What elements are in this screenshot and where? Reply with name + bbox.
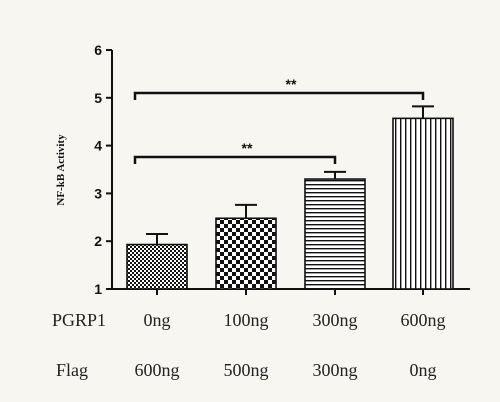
treatment-dose-cell: 300ng — [312, 360, 358, 380]
y-axis-title: NF-kB Activity — [55, 134, 67, 206]
bar — [392, 117, 454, 290]
significance-label: ** — [242, 140, 253, 156]
significance-bracket — [133, 155, 337, 164]
bar — [126, 243, 188, 290]
treatment-row-label: Flag — [56, 360, 89, 380]
y-axis: 1 2 3 4 5 6 — [94, 42, 113, 297]
bars — [126, 117, 454, 290]
y-tick-label: 1 — [94, 281, 102, 297]
treatment-dose-cell: 600ng — [134, 360, 180, 380]
significance-label: ** — [286, 76, 297, 92]
y-tick-label: 5 — [94, 90, 102, 106]
y-tick-label: 2 — [94, 233, 102, 249]
y-tick-label: 6 — [94, 42, 102, 58]
y-tick-label: 4 — [94, 138, 102, 154]
bar — [304, 178, 366, 290]
significance-bracket — [133, 91, 425, 100]
significance-brackets: ** ** — [133, 76, 425, 164]
treatment-row-label: PGRP1 — [52, 310, 107, 330]
y-tick-label: 3 — [94, 185, 102, 201]
error-bars — [146, 105, 434, 245]
bar — [215, 217, 277, 290]
x-axis — [112, 288, 470, 295]
treatment-dose-cell: 500ng — [223, 360, 269, 380]
treatment-dose-cell: 600ng — [400, 310, 446, 330]
treatment-dose-cell: 0ng — [143, 310, 171, 330]
treatment-dose-cell: 300ng — [312, 310, 358, 330]
treatment-dose-cell: 0ng — [409, 360, 437, 380]
treatment-dose-cell: 100ng — [223, 310, 269, 330]
